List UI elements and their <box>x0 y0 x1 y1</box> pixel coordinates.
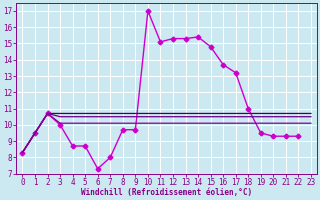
X-axis label: Windchill (Refroidissement éolien,°C): Windchill (Refroidissement éolien,°C) <box>81 188 252 197</box>
